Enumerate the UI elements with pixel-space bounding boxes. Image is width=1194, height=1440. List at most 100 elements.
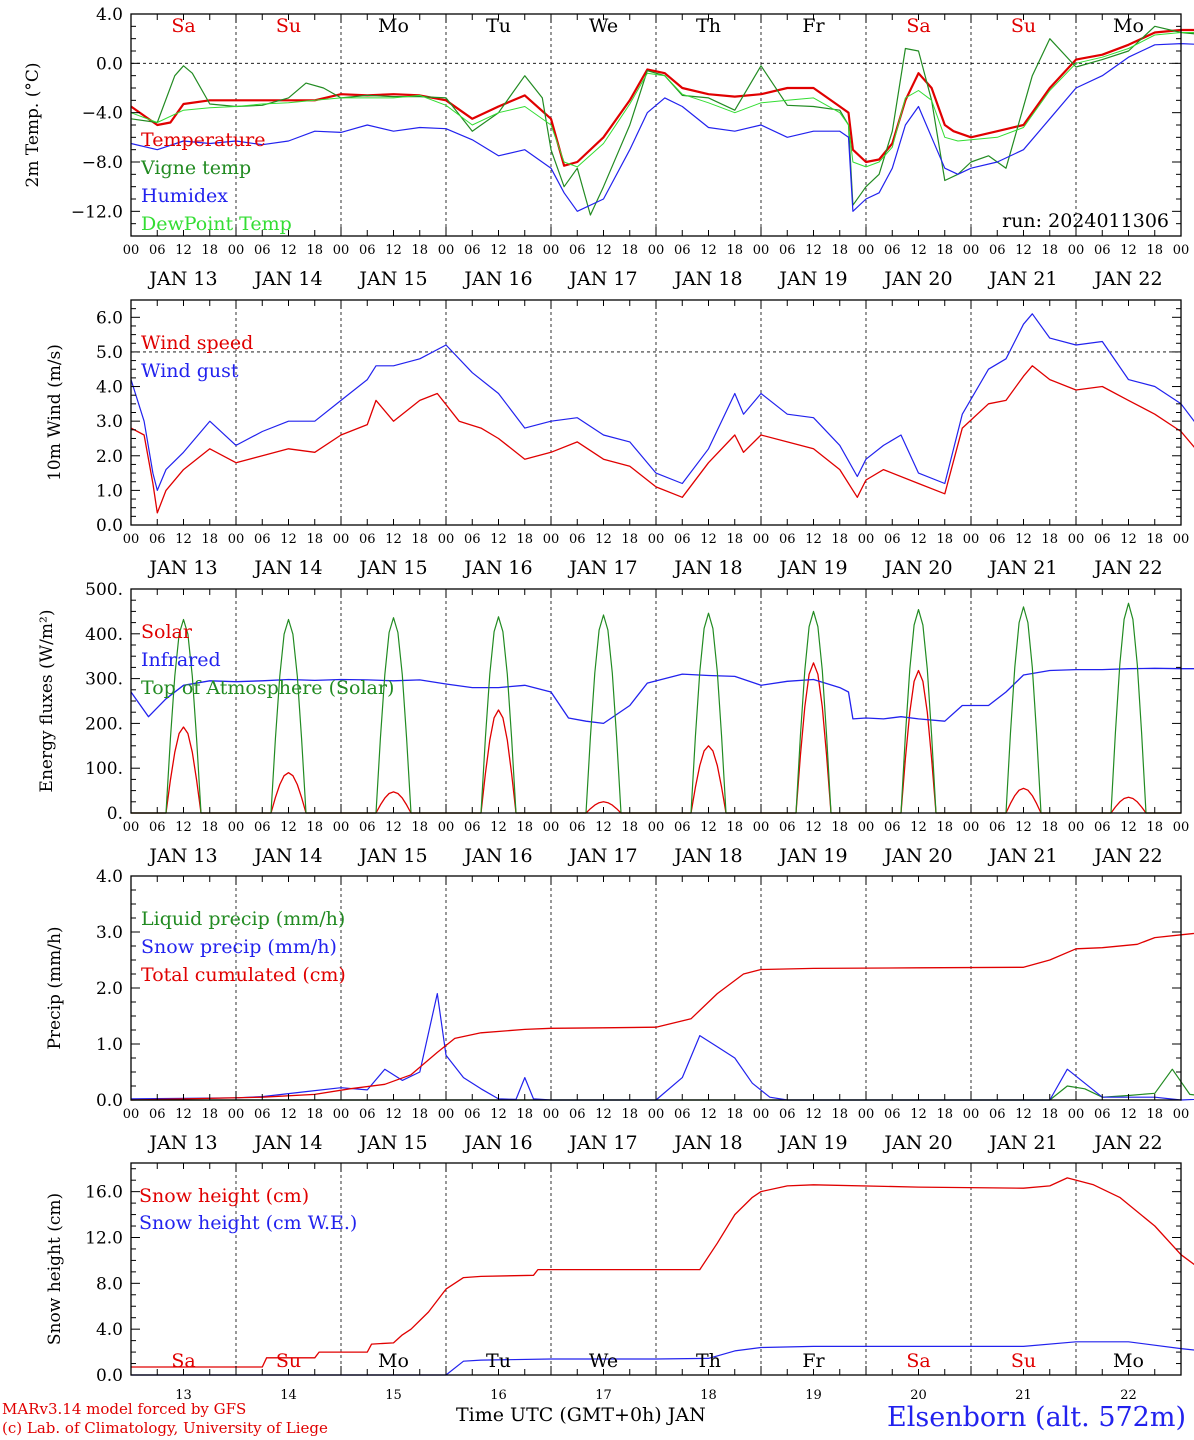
date-label: JAN 19	[777, 1132, 847, 1154]
hour-tick-label: 12	[175, 1107, 192, 1122]
hour-tick-label: 18	[1041, 243, 1058, 258]
hour-tick-label: 06	[464, 1107, 481, 1122]
date-label: JAN 16	[462, 845, 532, 867]
hour-tick-label: 00	[753, 1107, 770, 1122]
hour-tick-label: 00	[1068, 532, 1085, 547]
time-axis-label: Time UTC (GMT+0h) JAN	[456, 1404, 706, 1426]
hour-tick-label: 18	[201, 532, 218, 547]
weekday-label: Su	[1011, 1350, 1036, 1372]
hour-tick-label: 12	[595, 820, 612, 835]
date-label: JAN 18	[672, 557, 742, 579]
hour-tick-label: 06	[884, 243, 901, 258]
y-tick-label: 4.0	[96, 867, 123, 887]
date-label: JAN 13	[147, 845, 217, 867]
hour-tick-label: 18	[411, 1107, 428, 1122]
y-tick-label: −8.0	[82, 153, 123, 173]
hour-tick-label: 00	[228, 1107, 245, 1122]
hour-tick-label: 06	[464, 820, 481, 835]
hour-tick-label: 06	[254, 243, 271, 258]
hour-tick-label: 18	[621, 532, 638, 547]
hour-tick-label: 00	[1068, 1107, 1085, 1122]
hour-tick-label: 06	[674, 243, 691, 258]
hour-tick-label: 12	[595, 243, 612, 258]
hour-tick-label: 00	[1068, 820, 1085, 835]
hour-tick-label: 06	[359, 1107, 376, 1122]
weekday-label: Fr	[802, 1350, 825, 1372]
model-credit: MARv3.14 model forced by GFS	[2, 1400, 247, 1418]
hour-tick-label: 06	[569, 820, 586, 835]
date-label: JAN 16	[462, 268, 532, 290]
hour-tick-label: 12	[1015, 532, 1032, 547]
hour-tick-label: 18	[201, 1107, 218, 1122]
hour-tick-label: 12	[280, 243, 297, 258]
hour-tick-label: 18	[306, 532, 323, 547]
hour-tick-label: 18	[516, 243, 533, 258]
date-label: JAN 21	[987, 268, 1057, 290]
hour-tick-label: 12	[1120, 820, 1137, 835]
hour-tick-label: 06	[674, 1107, 691, 1122]
legend-entry: Wind speed	[141, 332, 253, 354]
hour-tick-label: 18	[726, 243, 743, 258]
station-name: Elsenborn (alt. 572m)	[887, 1402, 1186, 1433]
hour-tick-label: 18	[306, 243, 323, 258]
date-label: JAN 22	[1092, 845, 1162, 867]
plot-frame	[130, 588, 1182, 814]
hour-tick-label: 00	[648, 243, 665, 258]
legend-entry: Snow precip (mm/h)	[141, 936, 337, 958]
hour-tick-label: 12	[490, 243, 507, 258]
series-line-4	[130, 32, 1194, 168]
hour-tick-label: 06	[989, 820, 1006, 835]
date-label: JAN 17	[567, 557, 637, 579]
hour-tick-label: 06	[779, 532, 796, 547]
date-label: JAN 20	[882, 557, 952, 579]
hour-tick-label: 18	[1146, 532, 1163, 547]
hour-tick-label: 12	[385, 1107, 402, 1122]
run-label: run: 2024011306	[1002, 210, 1169, 232]
hour-tick-label: 00	[1173, 532, 1190, 547]
y-tick-label: 0.0	[96, 54, 123, 74]
hour-tick-label: 12	[175, 820, 192, 835]
hour-tick-label: 06	[1094, 243, 1111, 258]
hour-tick-label: 18	[621, 243, 638, 258]
day-number-label: 13	[175, 1388, 192, 1403]
hour-tick-label: 00	[858, 1107, 875, 1122]
hour-tick-label: 06	[359, 820, 376, 835]
series-line-3	[130, 932, 1194, 1101]
hour-tick-label: 00	[648, 532, 665, 547]
weekday-label: Sa	[171, 1350, 195, 1372]
hour-tick-label: 00	[438, 532, 455, 547]
y-tick-label: 16.0	[85, 1183, 123, 1203]
y-tick-label: 400.	[85, 625, 123, 645]
panel-4: 0.0 1.0 2.0 3.0 4.0 Precip (mm/h) Liquid preci…	[45, 867, 1194, 1154]
day-number-label: 20	[910, 1388, 927, 1403]
date-label: JAN 15	[357, 845, 427, 867]
series-line-1	[131, 1068, 1194, 1101]
date-label: JAN 14	[252, 557, 322, 579]
hour-tick-label: 12	[910, 243, 927, 258]
y-axis-label: 2m Temp. (°C)	[23, 62, 43, 187]
hour-tick-label: 00	[543, 820, 560, 835]
y-tick-label: 0.0	[96, 1091, 123, 1111]
hour-tick-label: 00	[543, 532, 560, 547]
hour-tick-label: 18	[831, 243, 848, 258]
y-tick-label: 0.	[107, 804, 123, 824]
hour-tick-label: 12	[700, 820, 717, 835]
y-tick-label: 2.0	[96, 447, 123, 467]
hour-tick-label: 00	[858, 532, 875, 547]
day-number-label: 17	[595, 1388, 612, 1403]
hour-tick-label: 12	[910, 820, 927, 835]
date-label: JAN 13	[147, 268, 217, 290]
y-tick-label: 100.	[85, 759, 123, 779]
hour-tick-label: 06	[884, 1107, 901, 1122]
weekday-label: Su	[1011, 15, 1036, 37]
hour-tick-label: 00	[333, 532, 350, 547]
hour-tick-label: 12	[700, 1107, 717, 1122]
date-label: JAN 14	[252, 268, 322, 290]
lab-credit: (c) Lab. of Climatology, University of L…	[2, 1419, 328, 1437]
series-line-1	[130, 28, 1194, 167]
hour-tick-label: 06	[569, 532, 586, 547]
date-label: JAN 19	[777, 268, 847, 290]
hour-tick-label: 00	[963, 243, 980, 258]
hour-tick-label: 12	[1015, 243, 1032, 258]
